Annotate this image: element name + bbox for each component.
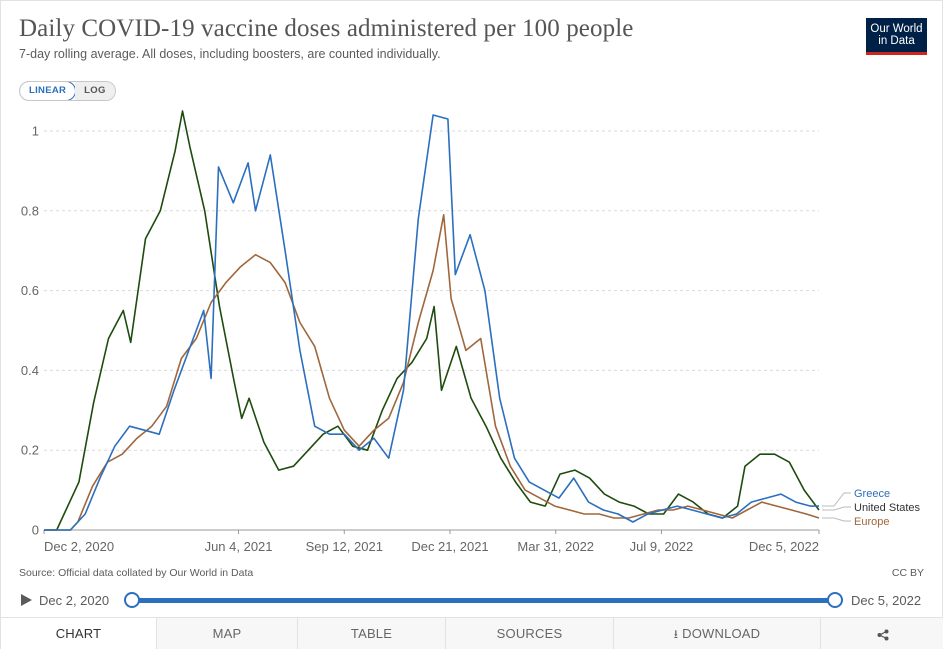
x-tick-label: Dec 21, 2021 — [411, 539, 488, 554]
timeline-track[interactable] — [132, 598, 835, 603]
x-tick-label: Sep 12, 2021 — [306, 539, 383, 554]
legend-layer: Greece United States Europe — [822, 488, 921, 528]
legend-label-united-states[interactable]: United States — [854, 502, 921, 514]
scale-toggle: LINEAR LOG — [19, 81, 116, 101]
series-line-united-states[interactable] — [44, 110, 820, 531]
series-line-greece[interactable] — [44, 114, 819, 531]
legend-connector — [822, 506, 851, 511]
series-layer — [44, 110, 820, 531]
x-tick-label: Mar 31, 2022 — [517, 539, 594, 554]
logo-line-2: in Data — [878, 35, 915, 47]
download-icon: ⭳ — [673, 627, 679, 641]
legend-label-greece[interactable]: Greece — [854, 488, 890, 500]
y-tick-label: 1 — [32, 123, 39, 138]
chart-subtitle: 7-day rolling average. All doses, includ… — [19, 47, 441, 61]
play-icon[interactable] — [21, 594, 32, 606]
timeline-start-handle[interactable] — [124, 592, 140, 608]
tab-bar: CHART MAP TABLE SOURCES ⭳ DOWNLOAD — [1, 617, 943, 649]
x-tick-label: Jun 4, 2021 — [205, 539, 273, 554]
legend-connector — [822, 517, 851, 522]
grid-layer — [44, 130, 819, 531]
tab-table[interactable]: TABLE — [298, 618, 446, 649]
license-link[interactable]: CC BY — [891, 567, 924, 579]
logo-line-1: Our World — [870, 23, 923, 35]
timeline: Dec 2, 2020 Dec 5, 2022 — [1, 589, 943, 613]
y-tick-label: 0.4 — [21, 363, 39, 378]
y-tick-label: 0 — [32, 523, 39, 538]
legend-connector — [822, 492, 851, 507]
share-icon — [877, 629, 888, 641]
tab-download[interactable]: ⭳ DOWNLOAD — [614, 618, 821, 649]
y-tick-label: 0.8 — [21, 203, 39, 218]
timeline-end-label: Dec 5, 2022 — [851, 593, 922, 608]
timeline-end-handle[interactable] — [827, 592, 843, 608]
source-note: Source: Official data collated by Our Wo… — [19, 567, 254, 579]
timeline-start-label: Dec 2, 2020 — [39, 593, 110, 608]
chart-title: Daily COVID-19 vaccine doses administere… — [19, 15, 634, 42]
axis-layer: 0 0.2 0.4 0.6 0.8 1 Dec 2, 2020 Jun 4, 2021 Sep … — [21, 123, 820, 554]
tab-map[interactable]: MAP — [157, 618, 298, 649]
x-tick-label: Dec 5, 2022 — [749, 539, 819, 554]
tab-share[interactable] — [821, 618, 943, 649]
legend-label-europe[interactable]: Europe — [854, 516, 889, 528]
y-tick-label: 0.2 — [21, 443, 39, 458]
tab-sources[interactable]: SOURCES — [446, 618, 614, 649]
y-tick-label: 0.6 — [21, 283, 39, 298]
x-tick-label: Dec 2, 2020 — [44, 539, 114, 554]
line-chart: 0 0.2 0.4 0.6 0.8 1 Dec 2, 2020 Jun 4, 2021 Sep … — [21, 110, 921, 554]
tab-chart[interactable]: CHART — [1, 618, 157, 649]
x-tick-label: Jul 9, 2022 — [630, 539, 694, 554]
owid-logo[interactable]: Our World in Data — [866, 18, 927, 55]
series-line-europe[interactable] — [44, 214, 820, 531]
log-scale-button[interactable]: LOG — [75, 82, 115, 100]
tab-download-label: DOWNLOAD — [682, 626, 761, 641]
